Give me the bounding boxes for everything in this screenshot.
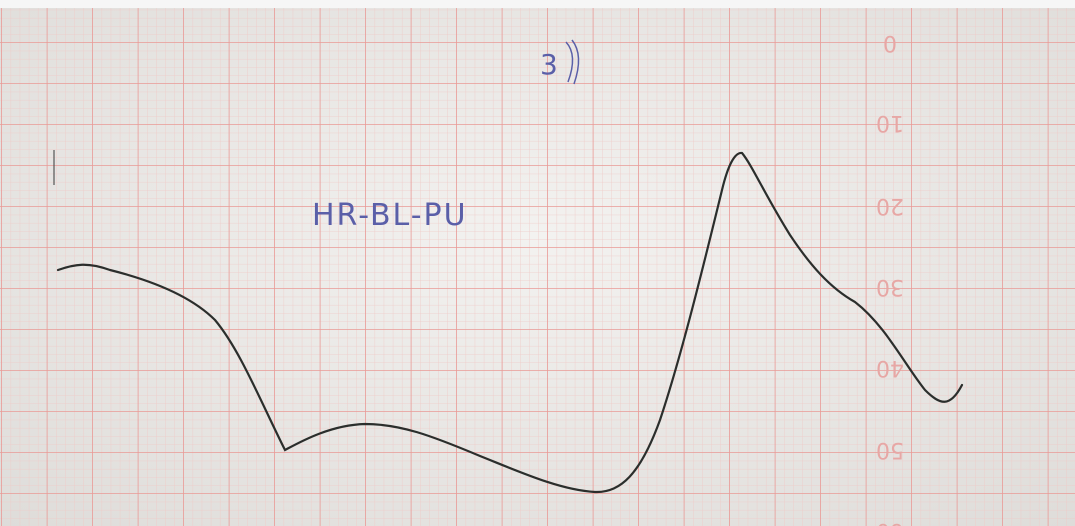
chart-paper-photo: 0 10 20 30 40 50 60 3 HR-BL-PU <box>0 0 1075 526</box>
page: {"annotations": {"page_number": "3", "la… <box>0 0 1075 526</box>
scale-label: 60 <box>876 518 904 526</box>
scale-label: 0 <box>883 30 897 55</box>
scale-label: 10 <box>876 110 904 135</box>
paper-edge <box>0 0 1075 8</box>
scale-label: 40 <box>876 355 904 380</box>
scale-label: 30 <box>876 274 904 299</box>
scale-label: 20 <box>876 193 904 218</box>
handwritten-label: HR-BL-PU <box>312 198 468 233</box>
major-grid <box>0 8 1075 526</box>
page-number: 3 <box>540 48 558 81</box>
scale-label: 50 <box>876 437 904 462</box>
